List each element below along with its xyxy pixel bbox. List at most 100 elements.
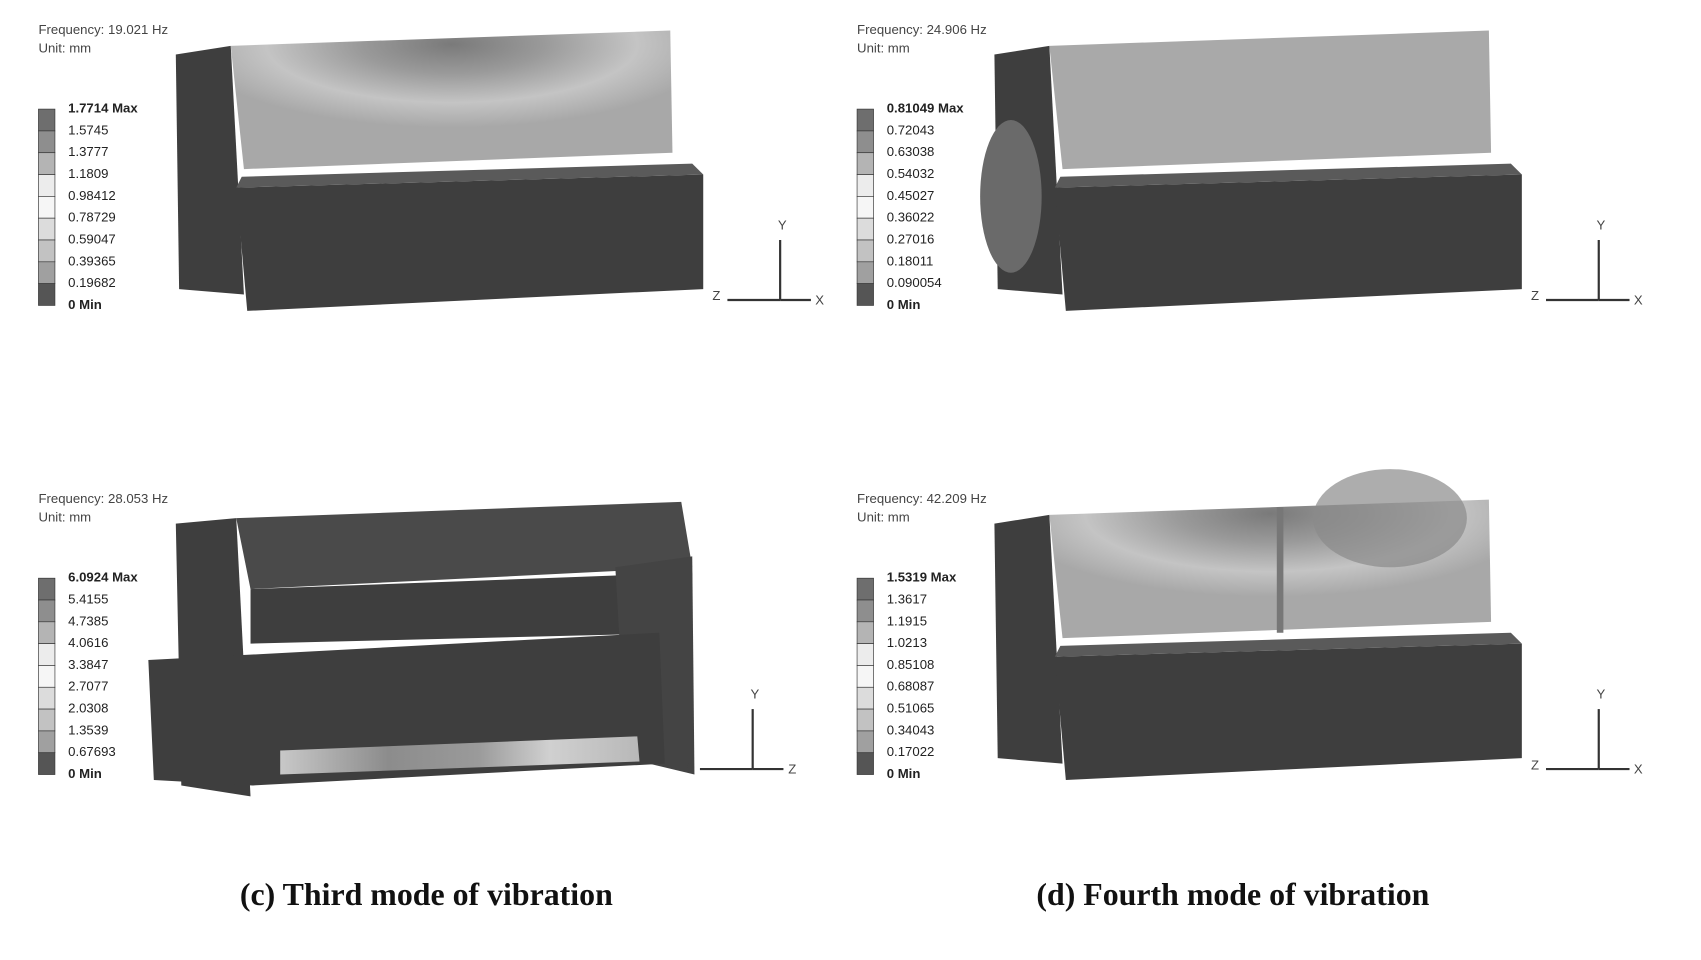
axis-label: Z	[1531, 288, 1539, 303]
lower-box	[1054, 174, 1522, 311]
legend-swatch	[856, 708, 874, 732]
legend-swatch	[38, 730, 56, 754]
legend-label: 0.85108	[887, 657, 935, 672]
axis-label: Z	[712, 288, 720, 303]
legend-label: 1.5319 Max	[887, 570, 957, 585]
legend-label: 4.7385	[68, 613, 108, 628]
legend-swatch	[856, 152, 874, 175]
caption: (c) Third mode of vibration	[240, 877, 613, 912]
figure-body: Frequency: 19.021 Hz Unit: mm 1.7714 Max 1.…	[38, 22, 1643, 912]
legend-label: 0.17022	[887, 744, 935, 759]
legend-label: 1.3539	[68, 722, 108, 737]
legend-swatch	[38, 174, 56, 197]
side-panel	[175, 45, 244, 295]
legend-swatch	[38, 283, 56, 306]
legend-label: 0 Min	[68, 297, 102, 312]
legend-swatch	[856, 730, 874, 754]
legend-label: 0.68087	[887, 679, 935, 694]
legend-swatch	[856, 599, 874, 623]
legend-swatch	[38, 152, 56, 175]
legend-label: 0.36022	[887, 210, 935, 225]
legend-swatch	[856, 217, 874, 241]
back-plate	[236, 501, 693, 590]
legend-swatch	[38, 239, 56, 263]
legend-label: 2.0308	[68, 701, 108, 716]
unit: Unit: mm	[38, 510, 91, 525]
legend-label: 1.3617	[887, 591, 927, 606]
legend-swatch	[856, 283, 874, 306]
back-plate	[230, 30, 673, 170]
legend-swatch	[856, 261, 874, 284]
axis-label: X	[685, 757, 694, 772]
legend-label: 0 Min	[887, 297, 921, 312]
legend-label: 0.19682	[68, 275, 116, 290]
axis-label: X	[1634, 293, 1643, 308]
axis-label: X	[815, 293, 824, 308]
legend-swatch	[38, 686, 56, 710]
lower-box	[1054, 643, 1522, 780]
legend-label: 4.0616	[68, 635, 108, 650]
legend-swatch	[38, 130, 56, 154]
lower-top	[236, 163, 704, 188]
legend-label: 1.0213	[887, 635, 927, 650]
legend-label: 0 Min	[887, 766, 921, 781]
unit: Unit: mm	[38, 41, 91, 56]
frequency: Frequency: 42.209 Hz	[857, 491, 987, 506]
legend-swatch	[38, 196, 56, 219]
legend-label: 0.090054	[887, 275, 942, 290]
beam	[250, 572, 693, 644]
axis-label: Y	[1597, 686, 1606, 701]
legend-label: 0.27016	[887, 231, 935, 246]
axis-label: Z	[1531, 757, 1539, 772]
legend-label: 1.5745	[68, 122, 108, 137]
legend-label: 0.34043	[887, 722, 935, 737]
legend-label: 1.7714 Max	[68, 101, 138, 116]
back-plate	[1049, 30, 1492, 170]
legend-label: 0.67693	[68, 744, 116, 759]
legend-swatch	[856, 621, 874, 644]
legend-label: 1.1809	[68, 166, 108, 181]
legend-swatch	[38, 621, 56, 644]
legend-swatch	[38, 708, 56, 732]
legend-swatch	[38, 108, 56, 132]
legend-swatch	[856, 643, 874, 666]
axis-label: Y	[750, 686, 759, 701]
legend-swatch	[38, 643, 56, 666]
legend-label: 0.18011	[887, 253, 934, 268]
legend-label: 1.1915	[887, 613, 927, 628]
legend-label: 0.39365	[68, 253, 116, 268]
legend-swatch	[38, 665, 56, 688]
legend-swatch	[38, 577, 56, 601]
legend-swatch	[856, 239, 874, 263]
legend-label: 0.51065	[887, 701, 935, 716]
legend-label: 0.72043	[887, 122, 935, 137]
legend-label: 0.81049 Max	[887, 101, 965, 116]
legend-label: 6.0924 Max	[68, 570, 138, 585]
legend-label: 0.54032	[887, 166, 935, 181]
lower-strip	[280, 736, 640, 775]
legend-label: 0.45027	[887, 188, 935, 203]
legend-swatch	[38, 599, 56, 623]
legend-label: 3.3847	[68, 657, 108, 672]
legend-label: 0.78729	[68, 210, 116, 225]
axis-label: Z	[788, 762, 796, 777]
legend-swatch	[856, 752, 874, 775]
axis-label: X	[1634, 762, 1643, 777]
lower-top	[1054, 632, 1522, 657]
panel: Frequency: 42.209 Hz Unit: mm 1.5319 Max 1.…	[856, 469, 1643, 781]
axis-label: Y	[1597, 217, 1606, 232]
side-panel	[994, 514, 1063, 764]
axis-label: Y	[778, 217, 787, 232]
legend-swatch	[38, 261, 56, 284]
legend-label: 5.4155	[68, 591, 108, 606]
legend-label: 0.59047	[68, 231, 116, 246]
frequency: Frequency: 19.021 Hz	[38, 22, 168, 37]
unit: Unit: mm	[857, 510, 910, 525]
mode-shade	[980, 119, 1042, 273]
legend-swatch	[856, 577, 874, 601]
legend-label: 0.63038	[887, 144, 935, 159]
legend-swatch	[856, 665, 874, 688]
unit: Unit: mm	[857, 41, 910, 56]
legend-label: 0.98412	[68, 188, 116, 203]
